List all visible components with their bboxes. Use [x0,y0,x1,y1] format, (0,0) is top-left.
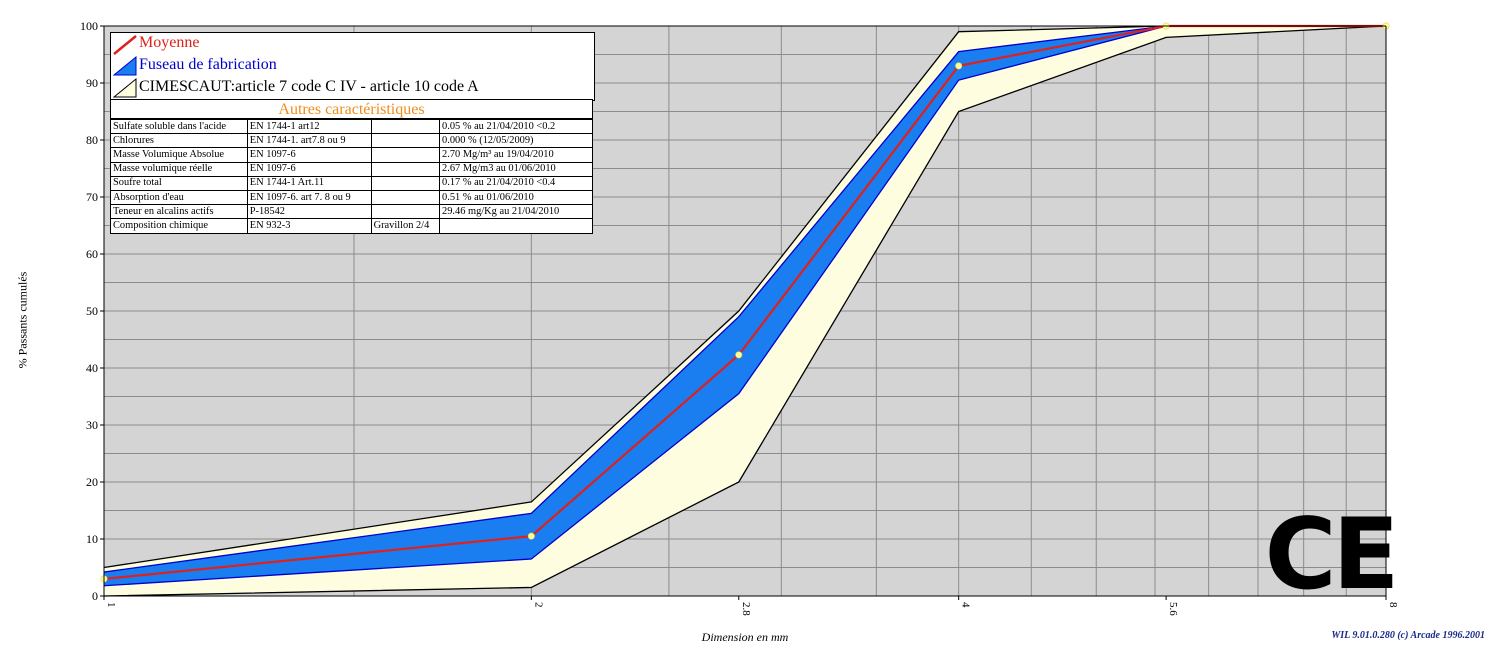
x-tick-label: 2.8 [740,602,752,616]
table-cell: Composition chimique [110,218,248,234]
legend-item-cimescaut: CIMESCAUT:article 7 code C IV - article … [139,78,479,95]
legend-swatch-moyenne [113,35,137,55]
moyenne-point [735,351,743,359]
table-cell: Absorption d'eau [110,189,248,206]
y-axis-label: % Passants cumulés [15,271,30,369]
table-cell: EN 1744-1 art12 [246,118,372,135]
y-tick-label: 90 [86,76,98,90]
table-cell [370,204,441,220]
x-tick-label: 4 [960,602,972,608]
table-cell: 2.67 Mg/m3 au 01/06/2010 [439,161,593,177]
table-cell [370,189,441,206]
moyenne-point [527,532,535,540]
y-tick-label: 70 [86,190,98,204]
table-cell: Gravillon 2/4 [370,218,441,234]
table-cell: EN 1097-6 [246,161,372,177]
table-cell: EN 1097-6. art 7. 8 ou 9 [246,189,372,206]
legend-swatch-fuseau [113,56,137,76]
y-tick-label: 10 [86,532,98,546]
table-cell: 0.51 % au 01/06/2010 [439,189,593,206]
y-tick-label: 20 [86,475,98,489]
table-row: Teneur en alcalins actifs P-18542 29.46 mg… [110,204,593,220]
table-cell [439,218,593,234]
table-row: Masse Volumique Absolue EN 1097-6 2.70 Mg/… [110,147,593,163]
ce-mark: CE [1265,498,1396,612]
table-cell: Masse volumique réelle [110,161,248,177]
table-row: Absorption d'eau EN 1097-6. art 7. 8 ou 9… [110,189,593,206]
y-tick-label: 30 [86,418,98,432]
x-tick-label: 5.6 [1167,602,1179,616]
legend: Moyenne Fuseau de fabrication CIMESCAUT:… [110,32,595,101]
table-cell [370,118,441,135]
table-cell: Sulfate soluble dans l'acide [110,118,248,135]
x-tick-label: 2 [532,602,544,608]
table-cell [370,175,441,191]
legend-swatch-cimescaut [113,78,137,98]
table-cell [370,133,441,149]
x-axis-label: Dimension en mm [701,630,789,644]
table-cell [370,147,441,163]
table-cell: Masse Volumique Absolue [110,147,248,163]
legend-item-fuseau: Fuseau de fabrication [139,56,277,73]
y-tick-label: 40 [86,361,98,375]
y-tick-label: 60 [86,247,98,261]
table-cell: Chlorures [110,133,248,149]
table-title: Autres caractéristiques [110,99,593,119]
y-tick-label: 50 [86,304,98,318]
table-row: Soufre total EN 1744-1 Art.11 0.17 % au 21… [110,175,593,191]
table-cell: EN 1744-1 Art.11 [246,175,372,191]
cimescaut-lower-line [103,25,1387,597]
table-cell: EN 932-3 [246,218,372,234]
table-cell: 2.70 Mg/m³ au 19/04/2010 [439,147,593,163]
table-row: Composition chimique EN 932-3 Gravillon 2/… [110,218,593,234]
table-cell: EN 1097-6 [246,147,372,163]
y-tick-label: 100 [80,19,98,33]
table-row: Chlorures EN 1744-1. art7.8 ou 9 0.000 % (… [110,133,593,149]
y-tick-label: 0 [92,589,98,603]
table-cell: Soufre total [110,175,248,191]
y-tick-label: 80 [86,133,98,147]
table-cell: 0.05 % au 21/04/2010 <0.2 [439,118,593,135]
table-cell: Teneur en alcalins actifs [110,204,248,220]
table-cell [370,161,441,177]
legend-item-moyenne: Moyenne [139,34,200,51]
table-cell: EN 1744-1. art7.8 ou 9 [246,133,372,149]
table-cell: P-18542 [246,204,372,220]
characteristics-table: Sulfate soluble dans l'acide EN 1744-1 ar… [110,118,593,234]
x-tick-label: 1 [105,602,117,608]
table-cell: 0.17 % au 21/04/2010 <0.4 [439,175,593,191]
x-tick-label: 8 [1387,602,1399,608]
credit-text: WIL 9.01.0.280 (c) Arcade 1996.2001 [1331,630,1485,641]
moyenne-point [955,62,963,70]
table-row: Masse volumique réelle EN 1097-6 2.67 Mg/m… [110,161,593,177]
table-cell: 29.46 mg/Kg au 21/04/2010 [439,204,593,220]
table-row: Sulfate soluble dans l'acide EN 1744-1 ar… [110,118,593,135]
table-cell: 0.000 % (12/05/2009) [439,133,593,149]
